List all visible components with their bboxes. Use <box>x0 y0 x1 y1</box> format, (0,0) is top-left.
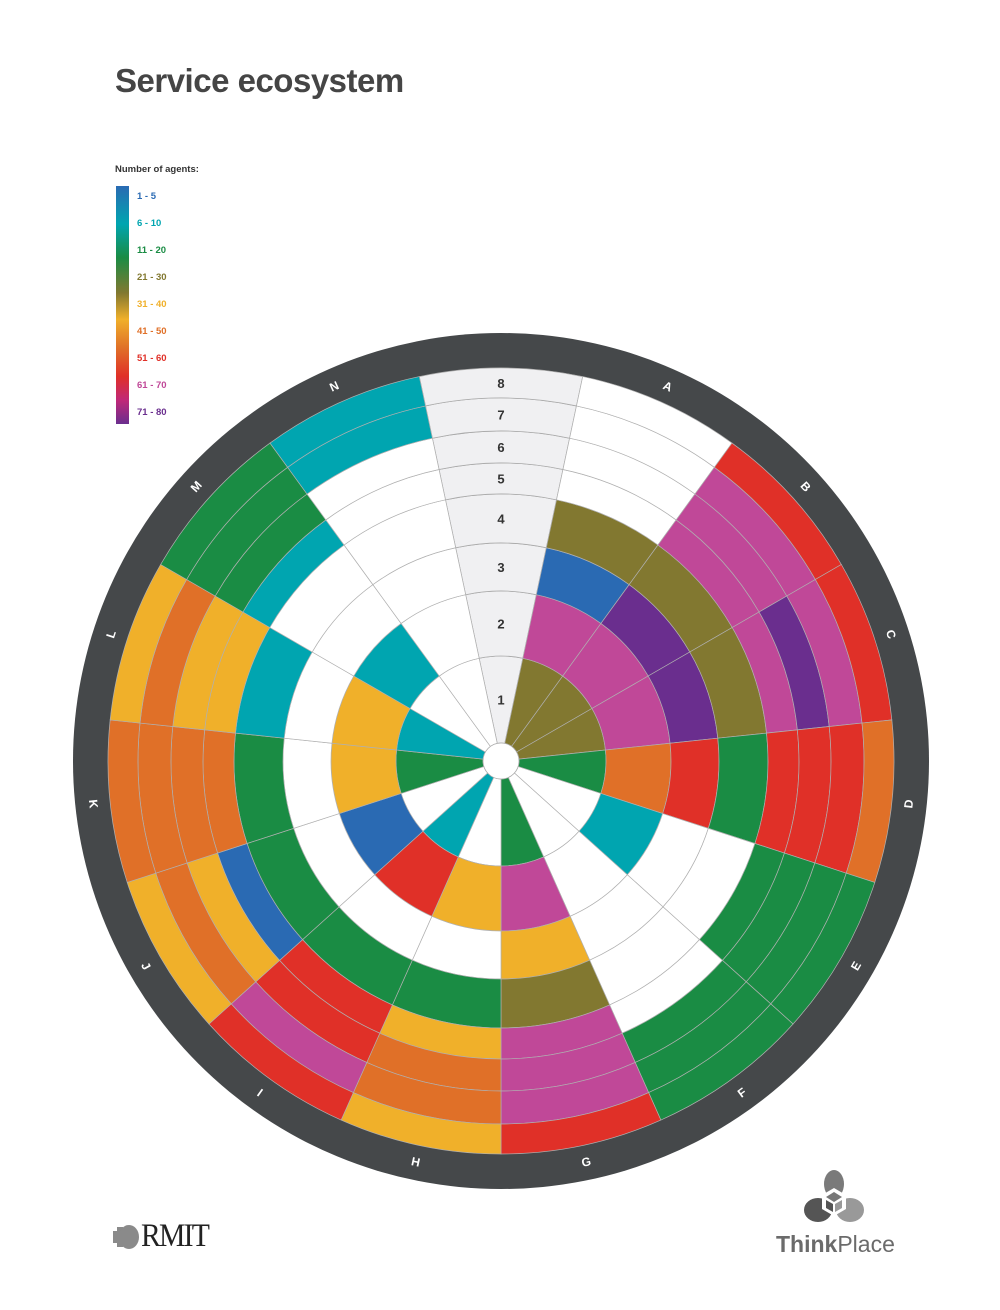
legend-title: Number of agents: <box>115 164 199 175</box>
sector-label: G <box>580 1154 592 1170</box>
legend-item: 11 - 20 <box>137 245 167 256</box>
ring-label: 6 <box>497 440 504 455</box>
thinkplace-emblem-icon <box>803 1170 864 1222</box>
ring-label: 3 <box>497 560 504 575</box>
legend-item: 21 - 30 <box>137 272 167 283</box>
cell-K-ring-3 <box>282 737 340 829</box>
ring-label: 4 <box>497 512 505 527</box>
sector-label: H <box>410 1154 421 1169</box>
ring-label: 7 <box>497 408 504 423</box>
legend-item: 1 - 5 <box>137 191 157 202</box>
legend-item: 31 - 40 <box>137 299 167 310</box>
sector-label: L <box>103 629 119 640</box>
thinkplace-logo-text: ThinkPlace <box>776 1231 895 1258</box>
legend-item: 61 - 70 <box>137 380 167 391</box>
sector-label: K <box>86 799 101 809</box>
center-hole <box>482 742 520 780</box>
ring-label: 5 <box>497 472 504 487</box>
legend-item: 41 - 50 <box>137 326 167 337</box>
ring-label: 1 <box>497 693 504 708</box>
rmit-logo-text: RMIT <box>141 1218 210 1254</box>
cell-D-ring-3 <box>662 737 720 829</box>
sector-label: I <box>255 1086 266 1099</box>
ring-label: 8 <box>497 376 504 391</box>
ring-label: 2 <box>497 617 504 632</box>
thinkplace-bold: Think <box>776 1231 838 1257</box>
legend-item: 51 - 60 <box>137 353 167 364</box>
page-title: Service ecosystem <box>115 62 404 99</box>
legend-item: 71 - 80 <box>137 407 167 418</box>
rmit-emblem-icon <box>113 1224 139 1249</box>
legend-item: 6 - 10 <box>137 218 162 229</box>
thinkplace-logo: ThinkPlace <box>776 1170 895 1258</box>
sector-label: D <box>901 798 916 808</box>
legend-color-bar <box>116 186 129 424</box>
thinkplace-regular: Place <box>837 1231 895 1257</box>
cell-N-ring-8 <box>269 376 426 468</box>
rmit-logo: RMIT <box>113 1218 216 1255</box>
